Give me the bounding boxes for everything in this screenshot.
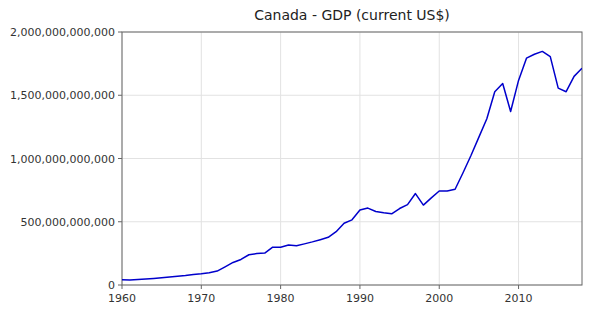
tick-label: 1,500,000,000,000	[10, 89, 115, 102]
title: Canada - GDP (current US$)	[254, 7, 450, 23]
tick-mark	[118, 32, 122, 33]
tick-label: 0	[108, 279, 115, 292]
tick-mark	[118, 95, 122, 96]
grid-line	[201, 32, 202, 285]
tick-mark	[280, 285, 281, 289]
plot-frame	[122, 32, 582, 285]
grid	[122, 32, 582, 285]
tick-label: 2,000,000,000,000	[10, 26, 115, 39]
grid-line	[122, 221, 582, 222]
tick-mark	[118, 158, 122, 159]
tick-label: 500,000,000,000	[21, 216, 115, 229]
grid-line	[518, 32, 519, 285]
tick-mark	[118, 285, 122, 286]
tick-label: 2010	[505, 292, 533, 305]
tick-label: 1,000,000,000,000	[10, 153, 115, 166]
tick-mark	[518, 285, 519, 289]
grid-line	[122, 95, 582, 96]
line	[122, 51, 582, 279]
chart: Canada - GDP (current US$) 0 500,000,000,0…	[0, 0, 600, 315]
tick-label: 1980	[267, 292, 295, 305]
tick-label: 2000	[425, 292, 453, 305]
tick-label: 1990	[346, 292, 374, 305]
tick-mark	[201, 285, 202, 289]
tick-mark	[118, 221, 122, 222]
tick-mark	[439, 285, 440, 289]
axes: 0 500,000,000,000 1,000,000,000,000 1,500,0…	[10, 26, 533, 305]
tick-mark	[122, 285, 123, 289]
tick-label: 1970	[187, 292, 215, 305]
tick-mark	[359, 285, 360, 289]
grid-line	[122, 158, 582, 159]
grid-line	[439, 32, 440, 285]
tick-label: 1960	[108, 292, 136, 305]
grid-line	[359, 32, 360, 285]
plot-area	[122, 51, 582, 279]
